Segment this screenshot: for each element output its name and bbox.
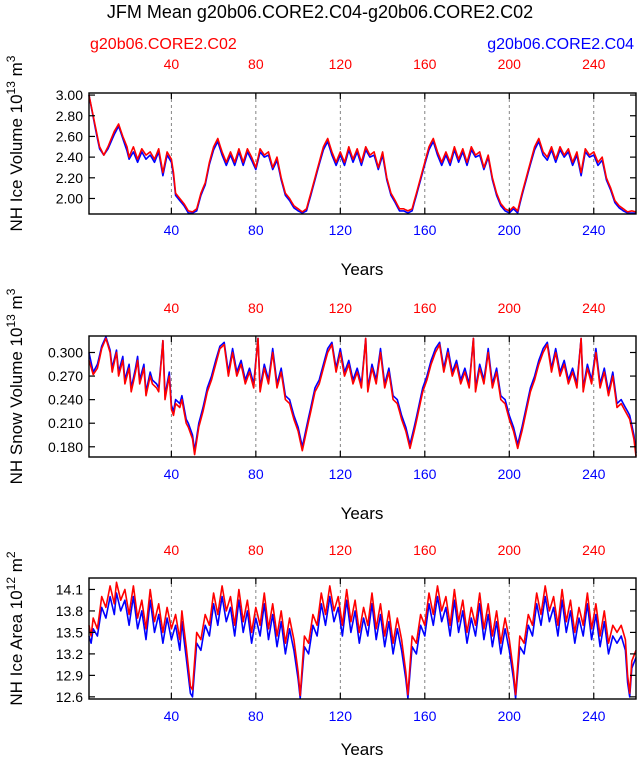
plot-frame	[88, 335, 637, 458]
x-tick-label-top: 200	[498, 542, 522, 558]
chart-panel-1: 3.00 2.80 2.60 2.40 2.20 2.00 40 40 80 80 120 120 16…	[4, 55, 637, 279]
x-tick-label-bottom: 120	[329, 222, 353, 238]
series-line-c02	[88, 94, 637, 213]
x-tick-label-top: 120	[329, 56, 353, 72]
legend-series-b: g20b06.CORE2.C04	[487, 36, 634, 53]
x-tick-label-bottom: 200	[498, 708, 522, 724]
legend-series-a: g20b06.CORE2.C02	[90, 36, 237, 53]
x-tick-label-bottom: 240	[582, 708, 606, 724]
chart-panel-2: 0.300 0.270 0.240 0.210 0.180 40 40 80 80 120 120 1…	[4, 288, 637, 523]
x-tick-label-top: 80	[248, 56, 264, 72]
x-tick-label-bottom: 200	[498, 466, 522, 482]
y-tick-label: 13.5	[56, 624, 83, 640]
y-tick-label: 2.80	[56, 108, 83, 124]
x-tick-label-bottom: 40	[164, 708, 180, 724]
y-tick-label: 2.60	[56, 128, 83, 144]
y-axis-title: NH Ice Volume 1013 m3	[4, 55, 26, 231]
x-tick-label-bottom: 80	[248, 222, 264, 238]
x-tick-label-top: 40	[164, 300, 180, 316]
x-tick-label-bottom: 80	[248, 466, 264, 482]
x-tick-label-bottom: 40	[164, 466, 180, 482]
x-axis-title: Years	[341, 504, 384, 523]
y-tick-label: 0.300	[48, 345, 83, 361]
x-tick-label-bottom: 80	[248, 708, 264, 724]
y-tick-label: 0.210	[48, 415, 83, 431]
chart-panel-3: 14.1 13.8 13.5 13.2 12.9 12.6 40 40 80 80 120 120 16…	[4, 542, 637, 759]
y-tick-label: 2.20	[56, 170, 83, 186]
y-axis-title: NH Snow Volume 1013 m3	[4, 288, 26, 484]
x-axis-title: Years	[341, 740, 384, 759]
series-line-c02	[88, 337, 637, 457]
y-tick-label: 2.00	[56, 190, 83, 206]
x-tick-label-top: 160	[413, 542, 437, 558]
x-tick-label-bottom: 160	[413, 222, 437, 238]
x-tick-label-bottom: 200	[498, 222, 522, 238]
series-line-c02	[88, 581, 637, 697]
y-tick-label: 3.00	[56, 87, 83, 103]
x-tick-label-top: 240	[582, 300, 606, 316]
y-tick-label: 0.270	[48, 368, 83, 384]
x-tick-label-bottom: 40	[164, 222, 180, 238]
series-line-c04	[88, 592, 637, 700]
x-tick-label-top: 160	[413, 56, 437, 72]
x-tick-label-bottom: 120	[329, 708, 353, 724]
x-tick-label-bottom: 120	[329, 466, 353, 482]
plot-frame	[88, 92, 637, 215]
x-tick-label-top: 120	[329, 542, 353, 558]
x-tick-label-bottom: 240	[582, 466, 606, 482]
x-axis-title: Years	[341, 260, 384, 279]
x-tick-label-top: 240	[582, 56, 606, 72]
y-tick-label: 13.8	[56, 603, 83, 619]
x-tick-label-top: 160	[413, 300, 437, 316]
x-tick-label-top: 240	[582, 542, 606, 558]
y-tick-label: 2.40	[56, 149, 83, 165]
y-tick-label: 12.6	[56, 689, 83, 705]
x-tick-label-bottom: 160	[413, 708, 437, 724]
plot-frame	[88, 577, 637, 700]
y-tick-label: 12.9	[56, 667, 83, 683]
y-tick-label: 13.2	[56, 646, 83, 662]
x-tick-label-bottom: 160	[413, 466, 437, 482]
chart-panels: 3.00 2.80 2.60 2.40 2.20 2.00 40 40 80 80 120 120 16…	[4, 55, 637, 759]
x-tick-label-bottom: 240	[582, 222, 606, 238]
x-tick-label-top: 200	[498, 300, 522, 316]
y-axis-title: NH Ice Area 1012 m2	[4, 551, 26, 706]
figure-title: JFM Mean g20b06.CORE2.C04-g20b06.CORE2.C…	[107, 2, 533, 22]
y-tick-label: 0.240	[48, 392, 83, 408]
series-line-c04	[88, 94, 636, 214]
y-tick-label: 14.1	[56, 581, 83, 597]
x-tick-label-top: 80	[248, 300, 264, 316]
x-tick-label-top: 120	[329, 300, 353, 316]
x-tick-label-top: 40	[164, 542, 180, 558]
x-tick-label-top: 200	[498, 56, 522, 72]
x-tick-label-top: 80	[248, 542, 264, 558]
x-tick-label-top: 40	[164, 56, 180, 72]
y-tick-label: 0.180	[48, 439, 83, 455]
